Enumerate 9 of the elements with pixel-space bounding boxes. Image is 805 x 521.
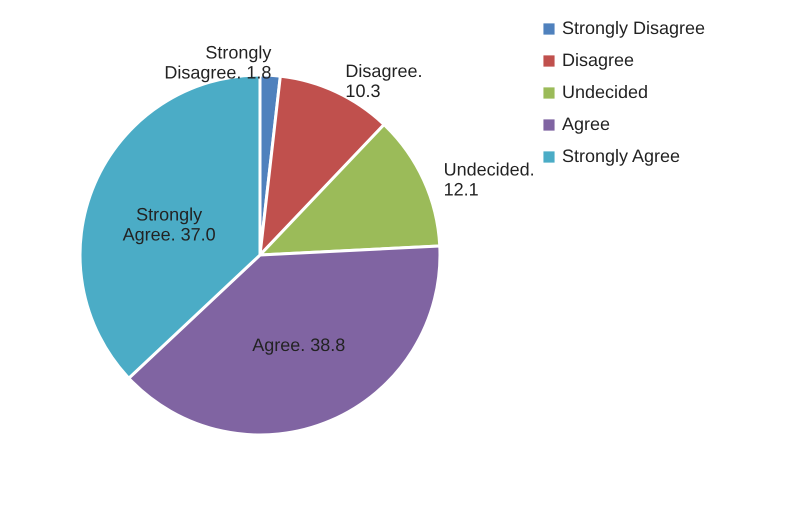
- data-label: Undecided. 12.1: [444, 160, 535, 200]
- data-label: Strongly Agree. 37.0: [122, 204, 216, 245]
- legend-label: Disagree: [562, 50, 634, 70]
- legend-label: Agree: [562, 114, 610, 134]
- data-label: Disagree. 10.3: [345, 60, 422, 101]
- legend-label: Strongly Agree: [562, 146, 680, 166]
- data-label: Agree. 38.8: [252, 335, 346, 356]
- legend-label: Undecided: [562, 82, 648, 102]
- legend-label: Strongly Disagree: [562, 18, 706, 38]
